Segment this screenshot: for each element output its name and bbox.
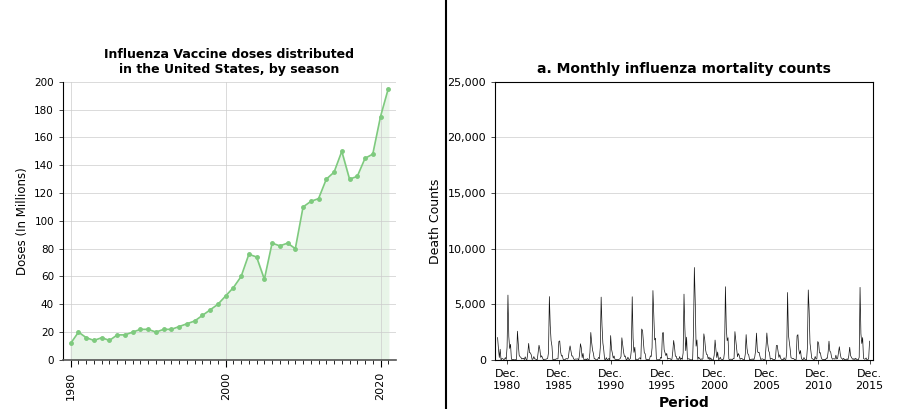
Title: Influenza Vaccine doses distributed
in the United States, by season: Influenza Vaccine doses distributed in t… bbox=[104, 49, 355, 76]
Title: a. Monthly influenza mortality counts: a. Monthly influenza mortality counts bbox=[537, 63, 831, 76]
Y-axis label: Doses (In Millions): Doses (In Millions) bbox=[15, 167, 29, 275]
Y-axis label: Death Counts: Death Counts bbox=[428, 178, 442, 263]
X-axis label: Period: Period bbox=[659, 396, 709, 409]
